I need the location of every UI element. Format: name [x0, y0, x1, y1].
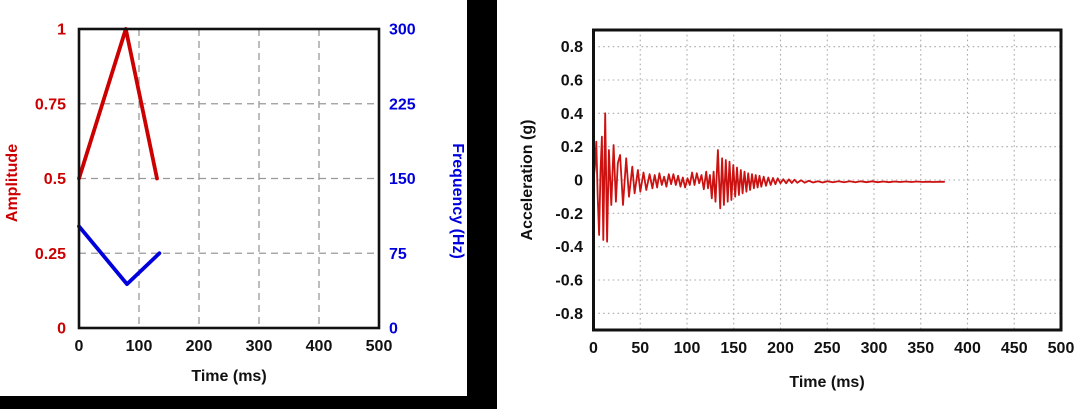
y-tick-label: 0 — [574, 173, 583, 190]
x-tick-label: 100 — [674, 340, 701, 357]
right-chart-y-axis-title: Acceleration (g) — [519, 119, 536, 241]
x-tick-label: 350 — [907, 340, 934, 357]
left-chart-x-axis-title: Time (ms) — [191, 368, 267, 385]
x-tick-label: 200 — [186, 338, 213, 355]
y-tick-label: 0.5 — [44, 171, 66, 188]
x-tick-label: 250 — [814, 340, 841, 357]
y-tick-label: 0 — [57, 321, 66, 338]
y-tick-label: -0.8 — [555, 306, 583, 323]
y-tick-label: 0.6 — [561, 73, 583, 90]
right-y-tick-label: 75 — [389, 246, 407, 263]
left-chart-y-axis-title: Amplitude — [4, 143, 21, 223]
x-tick-label: 300 — [861, 340, 888, 357]
y-tick-label: 0.75 — [35, 96, 66, 113]
y-tick-label: -0.2 — [555, 206, 583, 223]
x-tick-label: 450 — [1001, 340, 1028, 357]
acceleration-signal — [592, 112, 946, 243]
x-tick-label: 200 — [767, 340, 794, 357]
y-tick-label: 1 — [57, 22, 66, 39]
x-tick-label: 0 — [589, 340, 598, 357]
right-y-tick-label: 300 — [389, 22, 416, 39]
right-chart: 0 50 100 150 200 250 300 350 400 450 500 0.8 0.6 0.4 0… — [555, 28, 1075, 357]
y-tick-label: -0.6 — [555, 273, 583, 290]
x-tick-label: 0 — [75, 338, 84, 355]
x-tick-label: 400 — [954, 340, 981, 357]
right-y-tick-label: 0 — [389, 321, 398, 338]
y-tick-label: -0.4 — [555, 239, 583, 256]
x-tick-label: 400 — [306, 338, 333, 355]
y-tick-label: 0.25 — [35, 246, 66, 263]
plot-border — [592, 28, 1063, 332]
y-tick-label: 0.8 — [561, 39, 583, 56]
x-tick-label: 150 — [720, 340, 747, 357]
x-tick-label: 500 — [1048, 340, 1075, 357]
x-tick-label: 500 — [366, 338, 393, 355]
left-panel-frame-right-bar — [467, 0, 497, 409]
x-tick-label: 300 — [246, 338, 273, 355]
right-y-tick-label: 225 — [389, 96, 416, 113]
plot-border — [77, 27, 381, 330]
left-chart-right-y-axis-title: Frequency (Hz) — [449, 143, 466, 259]
left-chart: 0 100 200 300 400 50000.250.50.75107515022530… — [35, 22, 416, 356]
y-tick-label: 0.4 — [561, 106, 583, 123]
right-y-tick-label: 150 — [389, 171, 416, 188]
right-chart-x-axis-title: Time (ms) — [789, 374, 865, 391]
frequency-sweep — [77, 224, 162, 287]
x-tick-label: 100 — [126, 338, 153, 355]
left-panel-frame-bottom-bar — [0, 396, 497, 409]
y-tick-label: 0.2 — [561, 139, 583, 156]
x-tick-label: 50 — [631, 340, 649, 357]
